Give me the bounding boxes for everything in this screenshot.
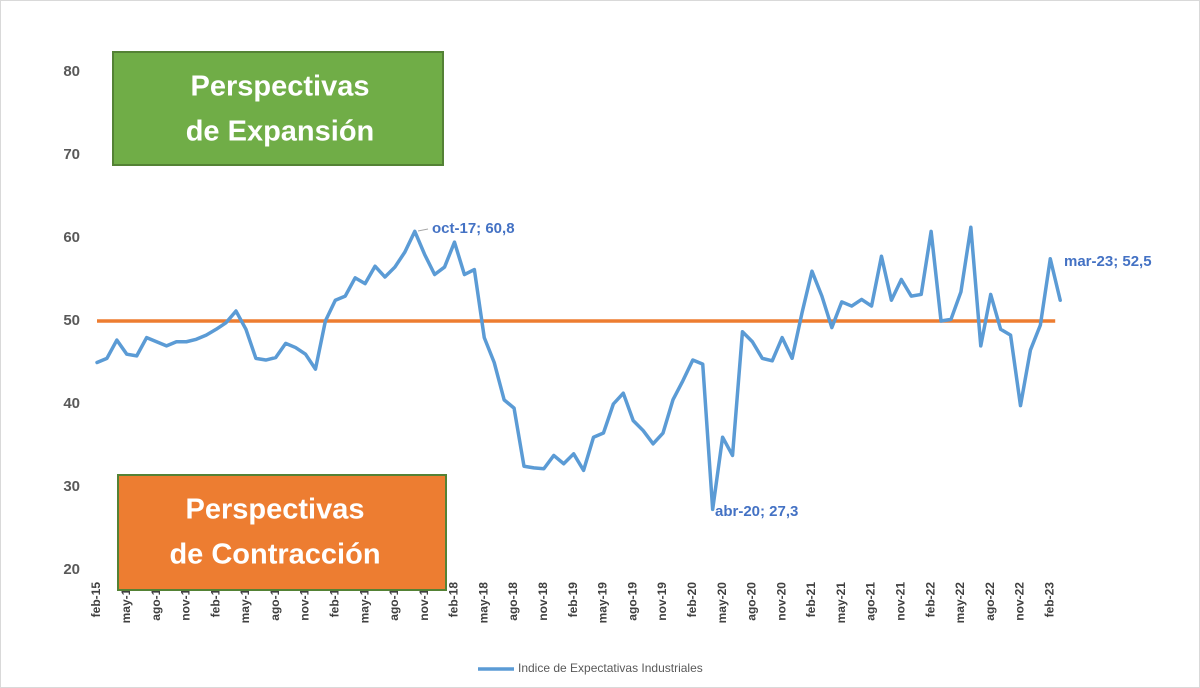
x-tick-label: nov-21: [894, 582, 908, 621]
x-tick-label: ago-22: [983, 582, 997, 621]
annotation-leader: [417, 228, 429, 232]
x-tick-label: ago-20: [745, 582, 759, 621]
y-tick-label: 40: [63, 395, 80, 412]
y-tick-label: 20: [63, 561, 80, 578]
x-tick-label: may-19: [596, 582, 610, 624]
x-tick-label: nov-18: [536, 582, 550, 621]
x-tick-label: may-16: [238, 582, 252, 624]
y-tick-label: 50: [63, 312, 80, 329]
x-tick-label: feb-15: [89, 582, 103, 618]
region-box: [112, 51, 444, 166]
y-tick-label: 30: [63, 478, 80, 495]
y-tick-label: 80: [63, 63, 80, 80]
x-tick-label: ago-16: [268, 582, 282, 621]
x-tick-label: ago-21: [864, 582, 878, 621]
x-tick-label: nov-16: [298, 582, 312, 621]
y-tick-label: 60: [63, 229, 80, 246]
x-tick-label: feb-21: [804, 582, 818, 618]
region-label: Perspectivas: [186, 494, 365, 526]
x-tick-label: nov-19: [655, 582, 669, 621]
x-tick-label: may-22: [953, 582, 967, 624]
x-tick-label: ago-18: [506, 582, 520, 621]
x-tick-label: may-21: [834, 582, 848, 624]
x-tick-label: feb-19: [566, 582, 580, 618]
x-tick-label: may-15: [119, 582, 133, 624]
region-label: de Expansión: [186, 116, 375, 148]
x-tick-label: nov-22: [1013, 582, 1027, 621]
x-tick-label: nov-17: [417, 582, 431, 621]
x-tick-label: may-20: [715, 582, 729, 624]
x-tick-label: feb-23: [1042, 582, 1056, 618]
region-label: de Contracción: [169, 539, 380, 571]
annotation: mar-23; 52,5: [1064, 253, 1152, 270]
annotation: abr-20; 27,3: [715, 503, 798, 520]
legend-label: Indice de Expectativas Industriales: [518, 661, 703, 675]
x-tick-label: ago-15: [149, 582, 163, 621]
x-tick-label: feb-20: [685, 582, 699, 618]
x-tick-label: may-17: [357, 582, 371, 624]
annotation: oct-17; 60,8: [432, 220, 515, 237]
data-line: [95, 225, 1062, 512]
x-tick-label: nov-15: [179, 582, 193, 621]
x-tick-label: ago-19: [625, 582, 639, 621]
x-tick-label: feb-22: [923, 582, 937, 618]
x-tick-label: feb-18: [447, 582, 461, 618]
y-tick-label: 70: [63, 146, 80, 163]
x-tick-label: ago-17: [387, 582, 401, 621]
region-label: Perspectivas: [191, 71, 370, 103]
region-box: [117, 474, 447, 591]
x-tick-label: nov-20: [774, 582, 788, 621]
x-tick-label: may-18: [476, 582, 490, 624]
